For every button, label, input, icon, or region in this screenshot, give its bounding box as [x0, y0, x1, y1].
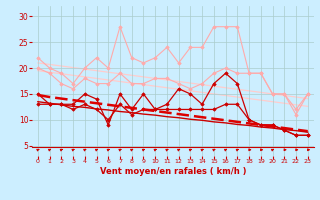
- X-axis label: Vent moyen/en rafales ( km/h ): Vent moyen/en rafales ( km/h ): [100, 167, 246, 176]
